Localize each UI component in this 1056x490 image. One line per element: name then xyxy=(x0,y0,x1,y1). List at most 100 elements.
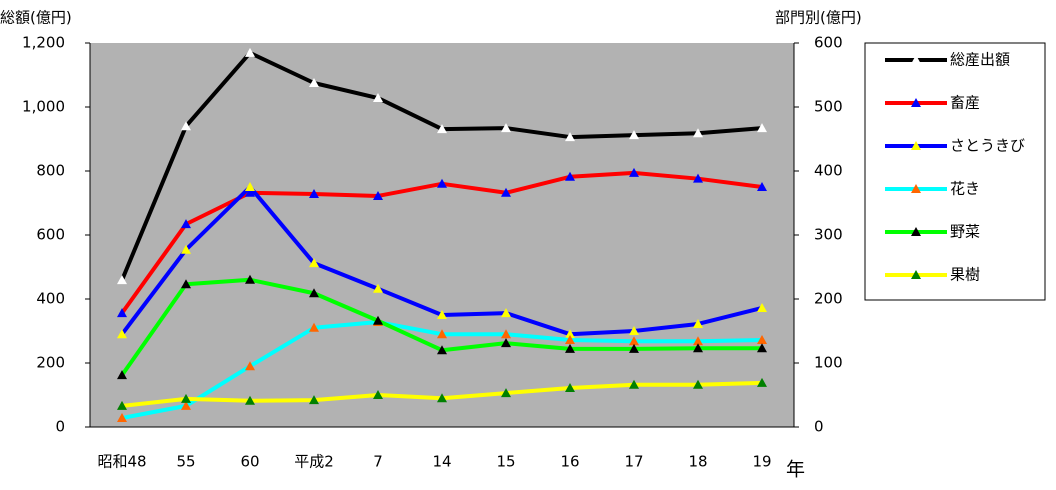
data-point xyxy=(181,244,191,254)
data-point xyxy=(629,343,639,353)
x-tick-label: 昭和48 xyxy=(97,453,146,471)
data-point xyxy=(501,187,511,197)
x-tick-label: 18 xyxy=(688,453,707,471)
data-point xyxy=(501,308,511,318)
data-point xyxy=(757,334,767,344)
x-tick-label: 19 xyxy=(752,453,771,471)
legend-marker xyxy=(911,270,921,279)
data-point xyxy=(501,388,511,398)
data-point xyxy=(437,393,447,403)
legend-marker xyxy=(911,98,921,107)
legend-label: さとうきび xyxy=(950,137,1025,155)
data-point xyxy=(757,377,767,387)
data-point xyxy=(245,47,255,57)
legend-label: 果樹 xyxy=(950,266,980,284)
y2-tick-label: 200 xyxy=(814,290,843,308)
data-point xyxy=(629,167,639,177)
legend-box xyxy=(864,42,1046,301)
data-point xyxy=(693,318,703,328)
data-point xyxy=(309,258,319,268)
data-point xyxy=(309,189,319,199)
data-point xyxy=(437,345,447,355)
data-point xyxy=(437,310,447,319)
data-point xyxy=(565,334,575,344)
data-point xyxy=(373,190,383,200)
x-tick-label: 平成2 xyxy=(294,453,334,471)
data-point xyxy=(245,395,255,405)
data-point xyxy=(309,395,319,405)
y2-tick-label: 600 xyxy=(814,34,843,52)
data-point xyxy=(693,336,703,346)
data-point xyxy=(245,187,255,197)
legend-marker xyxy=(911,141,921,150)
data-point xyxy=(565,329,575,339)
legend-label: 野菜 xyxy=(950,223,980,241)
plot-area xyxy=(90,43,794,427)
data-point xyxy=(757,343,767,353)
data-point xyxy=(181,400,191,410)
data-point xyxy=(245,361,255,371)
y-tick-label: 800 xyxy=(36,162,65,180)
x-tick-label: 60 xyxy=(240,453,259,471)
data-point xyxy=(565,343,575,353)
x-tick-label: 17 xyxy=(624,453,643,471)
data-point xyxy=(117,329,127,339)
data-point xyxy=(565,171,575,181)
data-point xyxy=(309,78,319,87)
data-point xyxy=(181,219,191,229)
data-point xyxy=(437,329,447,339)
y2-tick-label: 0 xyxy=(814,418,824,436)
legend-marker xyxy=(911,55,921,64)
y2-tick-label: 400 xyxy=(814,162,843,180)
data-point xyxy=(373,390,383,399)
data-point xyxy=(437,124,447,134)
data-point xyxy=(693,173,703,183)
data-point xyxy=(309,288,319,298)
x-axis-label: 年 xyxy=(786,459,805,481)
data-point xyxy=(245,182,255,191)
data-point xyxy=(373,283,383,293)
data-point xyxy=(437,178,447,188)
data-point xyxy=(309,322,319,332)
y2-tick-label: 100 xyxy=(814,354,843,372)
data-point xyxy=(501,123,511,133)
data-point xyxy=(629,130,639,140)
data-point xyxy=(117,275,127,285)
y-tick-label: 600 xyxy=(36,226,65,244)
data-point xyxy=(117,308,127,318)
y2-axis-label: 部門別(億円) xyxy=(775,9,862,27)
data-point xyxy=(757,123,767,133)
data-point xyxy=(181,121,191,131)
data-point xyxy=(629,379,639,389)
y-tick-label: 200 xyxy=(36,354,65,372)
data-point xyxy=(629,326,639,335)
data-point xyxy=(117,370,127,380)
legend-label: 花き xyxy=(950,180,980,198)
y-tick-label: 400 xyxy=(36,290,65,308)
data-point xyxy=(117,413,127,423)
data-point xyxy=(693,128,703,138)
data-point xyxy=(181,279,191,289)
x-tick-label: 7 xyxy=(373,453,383,471)
data-point xyxy=(565,132,575,142)
data-point xyxy=(501,338,511,348)
y-axis-label: 総額(億円) xyxy=(0,9,72,27)
x-tick-label: 15 xyxy=(496,453,515,471)
data-point xyxy=(757,302,767,312)
y-tick-label: 0 xyxy=(55,418,65,436)
y-tick-label: 1,000 xyxy=(22,98,65,116)
y2-tick-label: 500 xyxy=(814,98,843,116)
legend-label: 総産出額 xyxy=(950,51,1010,69)
y-tick-label: 1,200 xyxy=(22,34,65,52)
data-point xyxy=(373,93,383,103)
data-point xyxy=(181,393,191,403)
legend-label: 畜産 xyxy=(950,94,980,112)
data-point xyxy=(245,274,255,284)
data-point xyxy=(117,400,127,410)
data-point xyxy=(373,315,383,325)
x-tick-label: 55 xyxy=(176,453,195,471)
data-point xyxy=(693,379,703,389)
data-point xyxy=(565,382,575,392)
data-point xyxy=(629,336,639,346)
